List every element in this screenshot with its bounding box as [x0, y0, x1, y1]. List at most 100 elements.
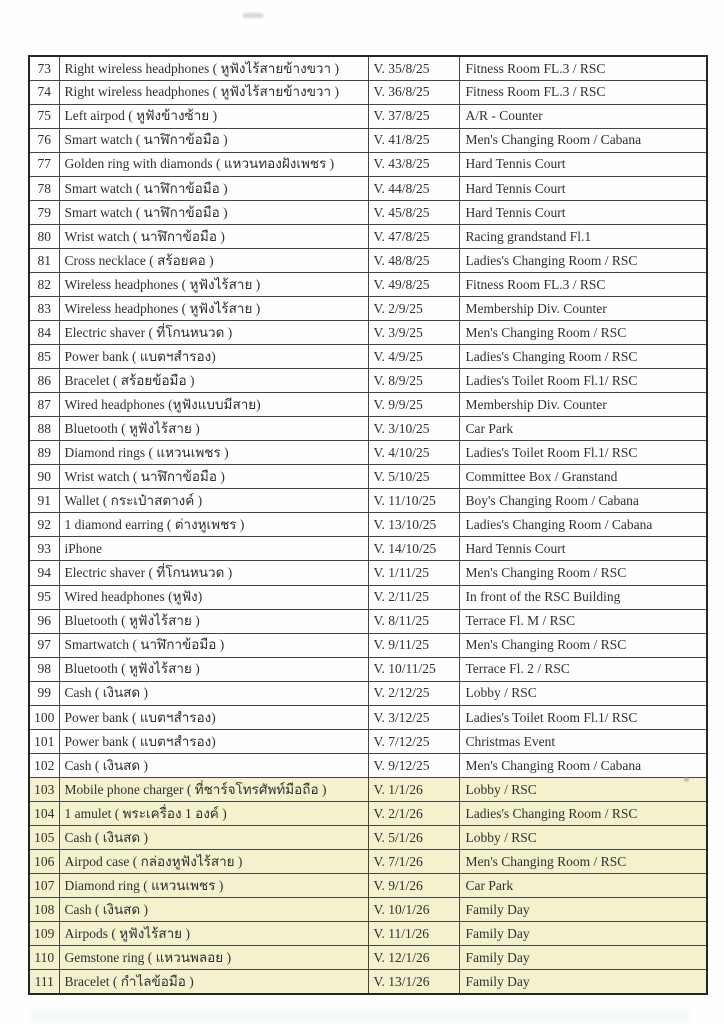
location-cell: A/R - Counter [458, 103, 708, 129]
location-cell: Men's Changing Room / Cabana [458, 127, 708, 153]
location-cell: Family Day [458, 897, 708, 923]
reference-code-cell: V. 10/1/26 [367, 897, 460, 923]
table-row: 101 Power bank ( แบตฯสำรอง) V. 7/12/25 C… [28, 728, 708, 754]
table-row: 108 Cash ( เงินสด ) V. 10/1/26 Family Da… [28, 897, 708, 923]
table-row: 73 Right wireless headphones ( หูฟังไร้ส… [28, 55, 708, 81]
table-body: 73 Right wireless headphones ( หูฟังไร้ส… [28, 55, 708, 995]
location-cell: Lobby / RSC [458, 776, 708, 802]
item-description-cell: Mobile phone charger ( ที่ชาร์จโทรศัพท์ม… [58, 776, 369, 802]
reference-code-cell: V. 13/1/26 [367, 969, 460, 995]
location-cell: Membership Div. Counter [458, 295, 708, 322]
reference-code-cell: V. 8/11/25 [367, 608, 460, 634]
row-number-cell: 110 [28, 945, 60, 971]
table-row: 96 Bluetooth ( หูฟังไร้สาย ) V. 8/11/25 … [28, 608, 708, 634]
location-cell: Hard Tennis Court [458, 151, 708, 177]
location-cell: Christmas Event [458, 728, 708, 754]
table-row: 95 Wired headphones (หูฟัง) V. 2/11/25 I… [28, 584, 708, 610]
table-row: 87 Wired headphones (หูฟังแบบมีสาย) V. 9… [28, 392, 708, 418]
table-row: 107 Diamond ring ( แหวนเพชร ) V. 9/1/26 … [28, 873, 708, 899]
location-cell: Hard Tennis Court [458, 175, 708, 201]
row-number-cell: 99 [28, 680, 60, 706]
row-number-cell: 108 [28, 897, 60, 923]
reference-code-cell: V. 43/8/25 [367, 151, 460, 177]
location-cell: Family Day [458, 969, 708, 995]
reference-code-cell: V. 3/9/25 [367, 320, 460, 346]
item-description-cell: Power bank ( แบตฯสำรอง) [58, 344, 369, 370]
reference-code-cell: V. 10/11/25 [367, 656, 460, 682]
table-row: 97 Smartwatch ( นาฬิกาข้อมือ ) V. 9/11/2… [28, 632, 708, 658]
item-description-cell: Electric shaver ( ที่โกนหนวด ) [58, 560, 369, 586]
item-description-cell: Cash ( เงินสด ) [58, 897, 369, 923]
row-number-cell: 90 [28, 464, 60, 490]
location-cell: Men's Changing Room / RSC [458, 320, 708, 346]
location-cell: Boy's Changing Room / Cabana [458, 488, 708, 514]
location-cell: Fitness Room FL.3 / RSC [458, 271, 708, 297]
location-cell: Terrace Fl. M / RSC [458, 608, 708, 634]
reference-code-cell: V. 2/1/26 [367, 800, 460, 827]
table-row: 93 iPhone V. 14/10/25 Hard Tennis Court [28, 536, 708, 562]
item-description-cell: Wrist watch ( นาฬิกาข้อมือ ) [58, 223, 369, 249]
reference-code-cell: V. 41/8/25 [367, 127, 460, 153]
row-number-cell: 93 [28, 536, 60, 562]
reference-code-cell: V. 14/10/25 [367, 536, 460, 562]
reference-code-cell: V. 44/8/25 [367, 175, 460, 201]
table-row: 106 Airpod case ( กล่องหูฟังไร้สาย ) V. … [28, 849, 708, 875]
item-description-cell: Power bank ( แบตฯสำรอง) [58, 704, 369, 730]
row-number-cell: 103 [28, 776, 60, 802]
row-number-cell: 82 [28, 271, 60, 297]
item-description-cell: Bracelet ( สร้อยข้อมือ ) [58, 368, 369, 394]
location-cell: Ladies's Toilet Room Fl.1/ RSC [458, 440, 708, 466]
table-row: 75 Left airpod ( หูฟังข้างซ้าย ) V. 37/8… [28, 103, 708, 129]
item-description-cell: Wired headphones (หูฟัง) [58, 584, 369, 610]
item-description-cell: Right wireless headphones ( หูฟังไร้สายข… [58, 55, 369, 81]
row-number-cell: 96 [28, 608, 60, 634]
item-description-cell: Right wireless headphones ( หูฟังไร้สายข… [58, 79, 369, 105]
reference-code-cell: V. 2/11/25 [367, 584, 460, 610]
table-row: 98 Bluetooth ( หูฟังไร้สาย ) V. 10/11/25… [28, 656, 708, 682]
reference-code-cell: V. 47/8/25 [367, 223, 460, 249]
location-cell: Hard Tennis Court [458, 199, 708, 225]
reference-code-cell: V. 7/1/26 [367, 849, 460, 875]
location-cell: Car Park [458, 416, 708, 442]
location-cell: Car Park [458, 873, 708, 899]
table-row: 77 Golden ring with diamonds ( แหวนทองฝั… [28, 151, 708, 177]
item-description-cell: Smartwatch ( นาฬิกาข้อมือ ) [58, 632, 369, 658]
location-cell: Family Day [458, 921, 708, 947]
row-number-cell: 74 [28, 79, 60, 105]
row-number-cell: 76 [28, 127, 60, 153]
reference-code-cell: V. 2/9/25 [367, 295, 460, 322]
item-description-cell: Bluetooth ( หูฟังไร้สาย ) [58, 656, 369, 682]
row-number-cell: 73 [28, 55, 60, 81]
table-row: 89 Diamond rings ( แหวนเพชร ) V. 4/10/25… [28, 440, 708, 466]
location-cell: Hard Tennis Court [458, 536, 708, 562]
table-row: 79 Smart watch ( นาฬิกาข้อมือ ) V. 45/8/… [28, 199, 708, 225]
table-row: 100 Power bank ( แบตฯสำรอง) V. 3/12/25 L… [28, 704, 708, 730]
row-number-cell: 106 [28, 849, 60, 875]
reference-code-cell: V. 11/10/25 [367, 488, 460, 514]
table-row: 111 Bracelet ( กำไลข้อมือ ) V. 13/1/26 F… [28, 969, 708, 995]
row-number-cell: 104 [28, 800, 60, 827]
reference-code-cell: V. 45/8/25 [367, 199, 460, 225]
table-row: 83 Wireless headphones ( หูฟังไร้สาย ) V… [28, 295, 708, 322]
item-description-cell: Smart watch ( นาฬิกาข้อมือ ) [58, 199, 369, 225]
item-description-cell: Wrist watch ( นาฬิกาข้อมือ ) [58, 464, 369, 490]
table-row: 92 1 diamond earring ( ต่างหูเพชร ) V. 1… [28, 512, 708, 538]
row-number-cell: 84 [28, 320, 60, 346]
table-row: 86 Bracelet ( สร้อยข้อมือ ) V. 8/9/25 La… [28, 368, 708, 394]
item-description-cell: Golden ring with diamonds ( แหวนทองฝังเพ… [58, 151, 369, 177]
item-description-cell: 1 amulet ( พระเครื่อง 1 องค์ ) [58, 800, 369, 827]
item-description-cell: Gemstone ring ( แหวนพลอย ) [58, 945, 369, 971]
item-description-cell: Power bank ( แบตฯสำรอง) [58, 728, 369, 754]
location-cell: Men's Changing Room / RSC [458, 849, 708, 875]
item-description-cell: Wallet ( กระเป๋าสตางค์ ) [58, 488, 369, 514]
item-description-cell: Smart watch ( นาฬิกาข้อมือ ) [58, 127, 369, 153]
row-number-cell: 77 [28, 151, 60, 177]
reference-code-cell: V. 3/10/25 [367, 416, 460, 442]
reference-code-cell: V. 4/9/25 [367, 344, 460, 370]
item-description-cell: Diamond ring ( แหวนเพชร ) [58, 873, 369, 899]
table-row: 109 Airpods ( หูฟังไร้สาย ) V. 11/1/26 F… [28, 921, 708, 947]
row-number-cell: 78 [28, 175, 60, 201]
row-number-cell: 75 [28, 103, 60, 129]
row-number-cell: 80 [28, 223, 60, 249]
scan-bleedthrough-artifact [30, 1008, 690, 1022]
